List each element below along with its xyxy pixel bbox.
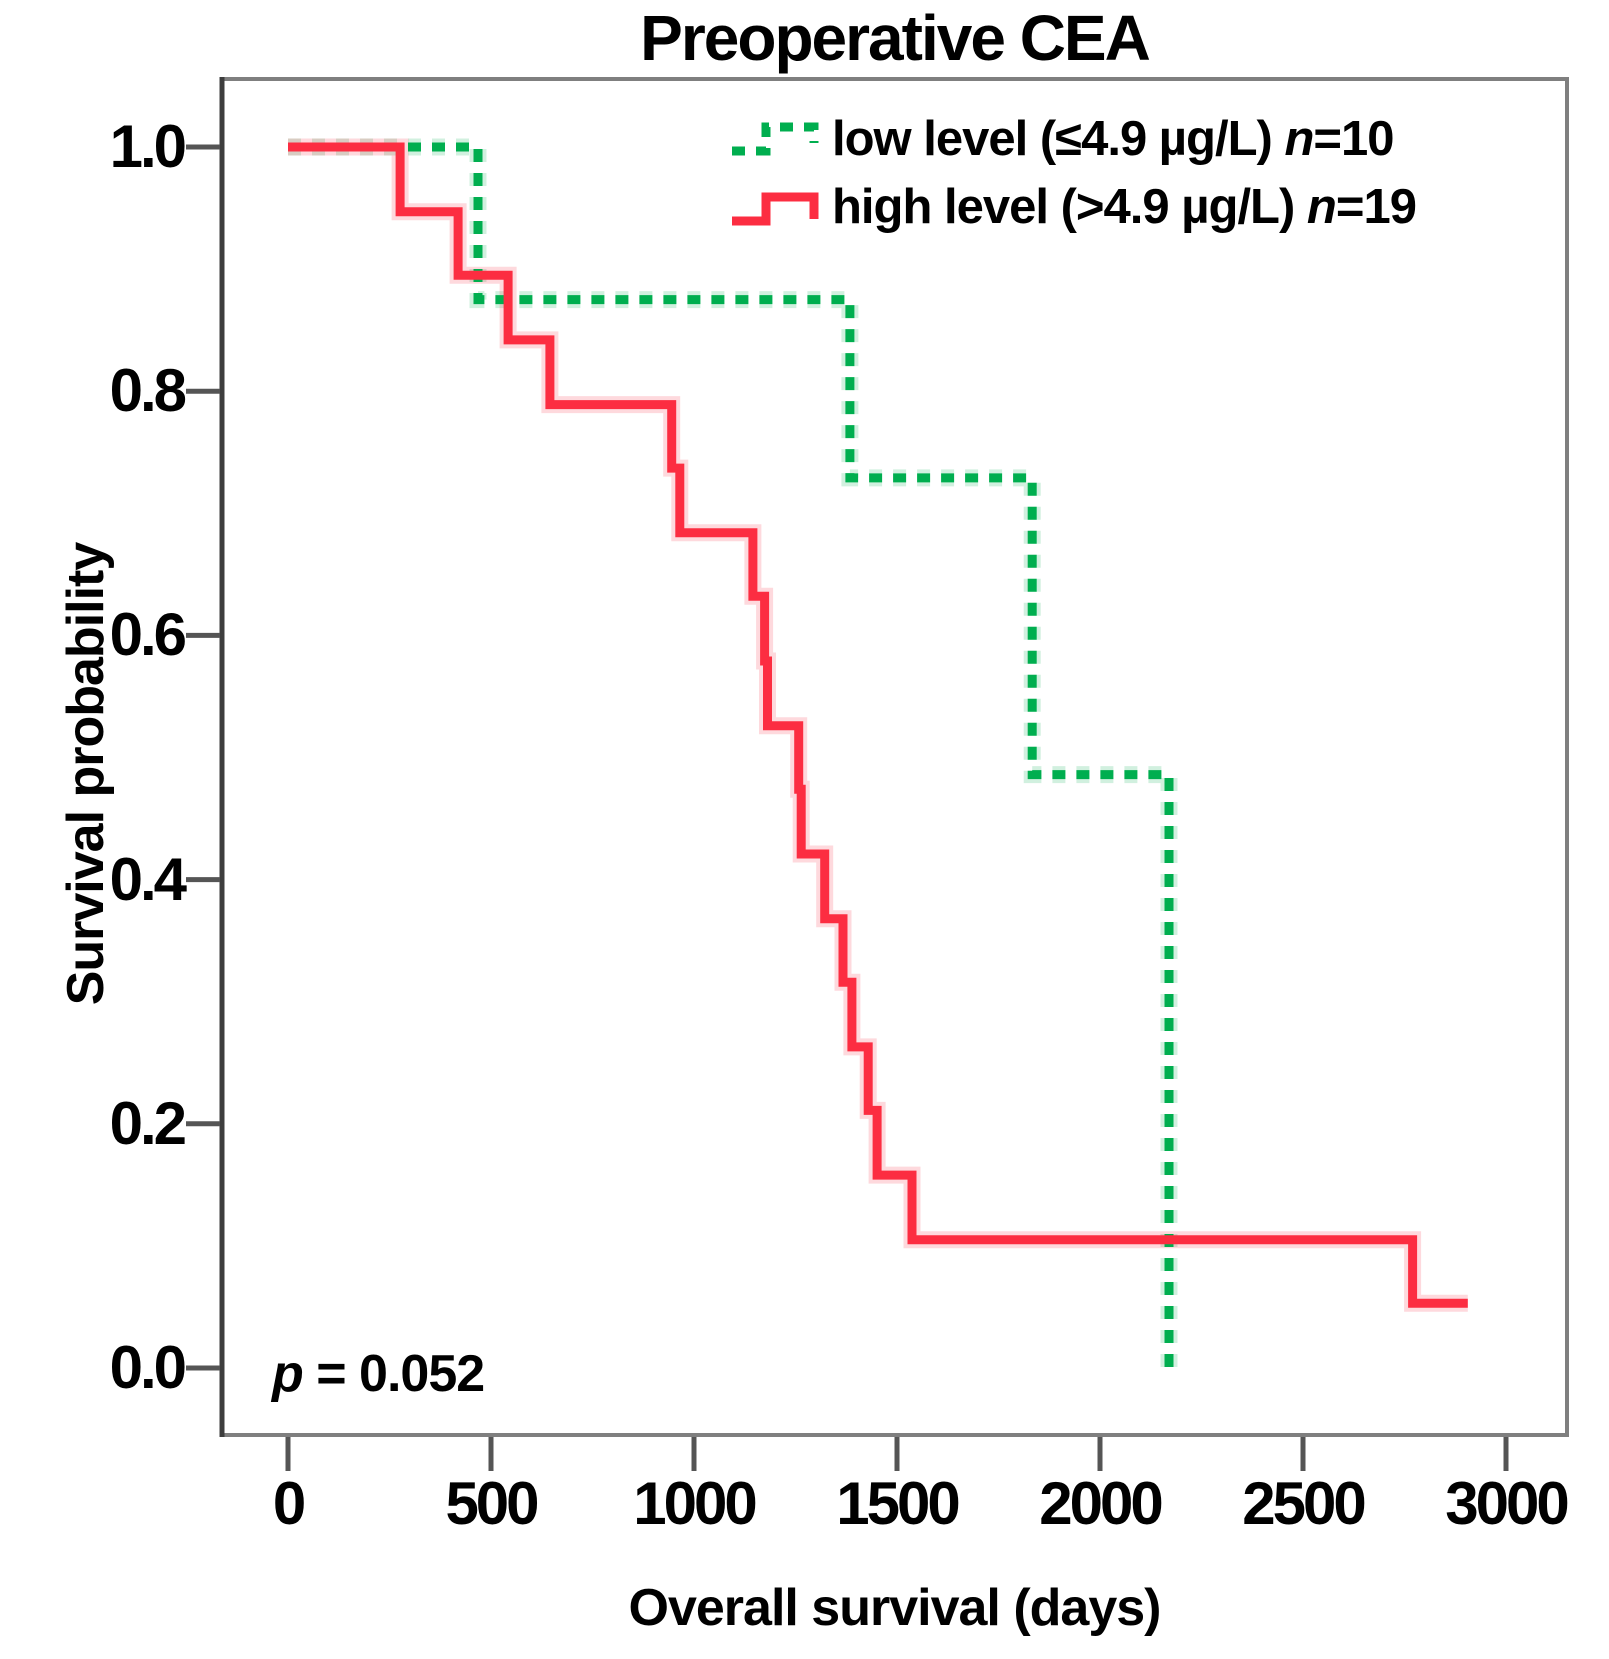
y-tick-label: 0.6 <box>109 601 187 669</box>
legend-item-high-level: high level (>4.9 µg/L) n=19 <box>728 176 1417 238</box>
y-tick-label: 1.0 <box>109 113 187 180</box>
x-tick-label: 2000 <box>1039 1470 1163 1537</box>
x-axis-ticks <box>285 1437 1509 1471</box>
x-axis-title: Overall survival (days) <box>628 1579 1162 1637</box>
y-tick-label: 0.8 <box>109 357 187 425</box>
x-tick-label: 0 <box>272 1470 306 1537</box>
y-tick-label: 0.4 <box>109 845 187 913</box>
y-tick-label: 0.0 <box>109 1334 187 1401</box>
y-axis-title: Survival probability <box>57 542 115 1006</box>
legend-item-low-level: low level (≤4.9 µg/L) n=10 <box>728 108 1416 170</box>
p-value-annotation: p = 0.052 <box>272 1345 485 1403</box>
series-lines <box>288 142 1468 1368</box>
series-halo-0 <box>288 138 1178 1368</box>
legend: low level (≤4.9 µg/L) n=10 high level (>… <box>728 108 1417 238</box>
legend-label: low level (≤4.9 µg/L) n=10 <box>832 112 1395 166</box>
x-tick-label: 1000 <box>633 1470 757 1537</box>
x-tick-label: 3000 <box>1445 1470 1569 1537</box>
dotted-step-line-icon <box>732 122 819 156</box>
high-level-survival-curve <box>288 142 1468 1308</box>
solid-step-line-icon <box>732 192 819 226</box>
chart-title: Preoperative CEA <box>640 2 1151 74</box>
series-halos <box>288 138 1468 1368</box>
low-level-survival-curve <box>288 142 1174 1368</box>
y-tick-label: 0.2 <box>109 1089 187 1157</box>
x-tick-label: 500 <box>445 1470 539 1537</box>
x-tick-label: 1500 <box>836 1470 960 1537</box>
x-tick-label: 2500 <box>1242 1470 1366 1537</box>
y-axis-ticks <box>186 144 220 1371</box>
legend-label: high level (>4.9 µg/L) n=19 <box>832 180 1417 234</box>
